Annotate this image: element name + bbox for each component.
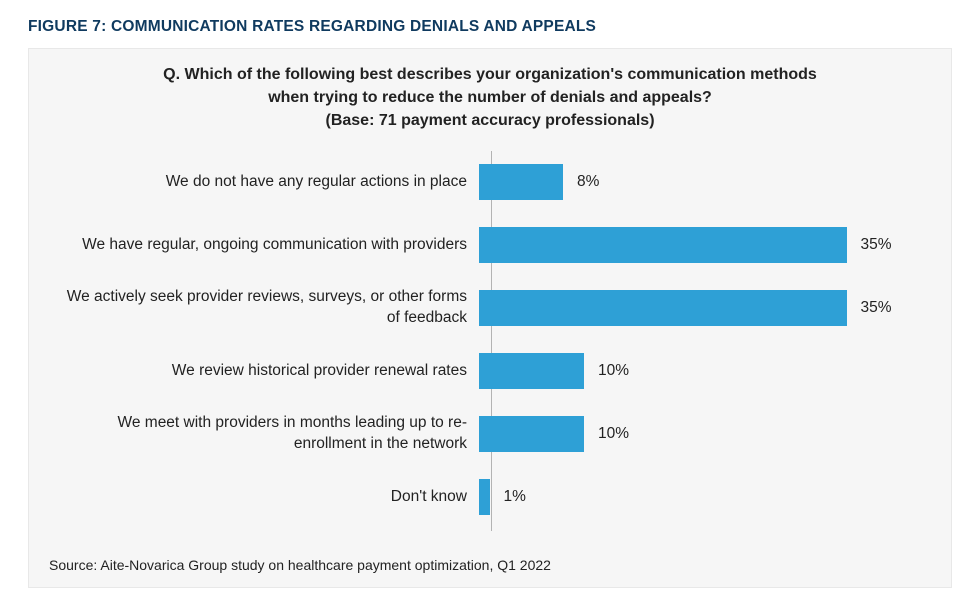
chart-plot-area: We do not have any regular actions in pl… [59,151,921,531]
bar [479,353,584,389]
figure-title: FIGURE 7: COMMUNICATION RATES REGARDING … [28,18,952,36]
bar-row: We do not have any regular actions in pl… [59,151,921,214]
bar [479,227,847,263]
bar-cell: 10% [479,403,921,466]
bar-value: 35% [861,299,892,317]
bar-cell: 10% [479,340,921,403]
bar-row: We have regular, ongoing communication w… [59,214,921,277]
bar-value: 35% [861,236,892,254]
chart-container: Q. Which of the following best describes… [28,48,952,588]
bar-value: 10% [598,425,629,443]
bar-label: We meet with providers in months leading… [59,413,479,455]
bar-row: We actively seek provider reviews, surve… [59,277,921,340]
question-line-1: Q. Which of the following best describes… [163,66,817,83]
bar-cell: 35% [479,214,921,277]
bar-label: Don't know [59,487,479,508]
bar-row: We meet with providers in months leading… [59,403,921,466]
chart-question: Q. Which of the following best describes… [100,63,880,133]
bar-value: 8% [577,173,599,191]
bar-label: We actively seek provider reviews, surve… [59,287,479,329]
bar [479,416,584,452]
bar-cell: 35% [479,277,921,340]
bar-label: We review historical provider renewal ra… [59,361,479,382]
bar-label: We have regular, ongoing communication w… [59,235,479,256]
bar [479,479,490,515]
bar-value: 10% [598,362,629,380]
bar-row: Don't know 1% [59,466,921,529]
bar [479,164,563,200]
bar-row: We review historical provider renewal ra… [59,340,921,403]
bar-label: We do not have any regular actions in pl… [59,172,479,193]
question-line-3: (Base: 71 payment accuracy professionals… [325,112,654,129]
bar-cell: 8% [479,151,921,214]
bar-value: 1% [504,488,526,506]
bar-cell: 1% [479,466,921,529]
bar [479,290,847,326]
question-line-2: when trying to reduce the number of deni… [268,89,712,106]
chart-source: Source: Aite-Novarica Group study on hea… [49,557,551,573]
